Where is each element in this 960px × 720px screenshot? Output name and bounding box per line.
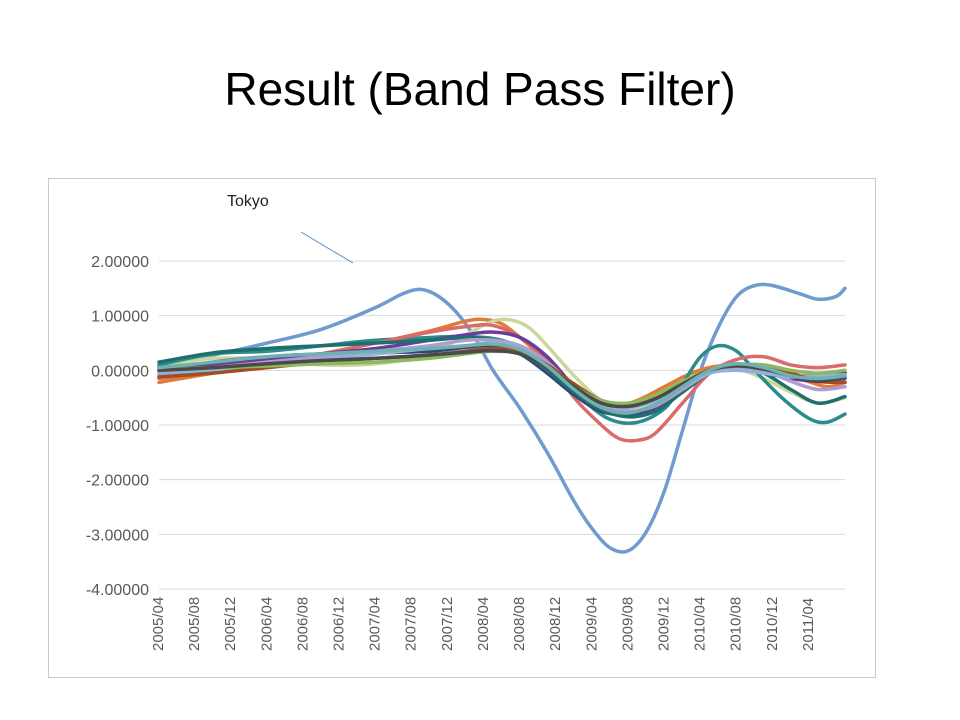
annotation-label: Tokyo <box>227 193 269 210</box>
y-tick-label: -4.00000 <box>86 582 149 599</box>
x-tick-label: 2007/08 <box>403 597 420 651</box>
y-tick-label: 1.00000 <box>91 309 149 326</box>
x-tick-label: 2010/12 <box>764 597 781 651</box>
series-line-4 <box>157 334 847 425</box>
x-tick-label: 2009/12 <box>655 597 672 651</box>
x-tick-label: 2008/04 <box>475 597 492 651</box>
y-tick-label: -1.00000 <box>86 418 149 435</box>
slide-title: Result (Band Pass Filter) <box>224 63 736 115</box>
x-tick-label: 2011/04 <box>800 598 817 651</box>
series-line-5 <box>157 323 847 443</box>
chart-frame: 2.00000 1.00000 0.00000 -1.00000 -2.00000 -3.… <box>48 178 876 678</box>
y-tick-label: 2.00000 <box>91 254 149 271</box>
x-tick-label: 2005/04 <box>150 597 167 651</box>
y-tick-label: -3.00000 <box>86 527 149 544</box>
y-tick-label: 0.00000 <box>91 363 149 380</box>
x-axis-ticks: 2005/04 2005/08 2005/12 2006/04 2006/08 2006/… <box>150 597 817 651</box>
x-tick-label: 2005/12 <box>222 597 239 651</box>
x-tick-label: 2006/04 <box>258 597 275 651</box>
gridlines <box>159 260 845 590</box>
x-tick-label: 2008/12 <box>547 597 564 651</box>
x-tick-label: 2005/08 <box>186 597 203 651</box>
x-tick-label: 2006/12 <box>331 597 348 651</box>
x-tick-label: 2008/08 <box>511 597 528 651</box>
annotation-leader-line <box>300 231 354 264</box>
series-lines <box>157 282 847 554</box>
series-line-1 <box>157 282 847 554</box>
x-tick-label: 2010/08 <box>728 597 745 651</box>
annotation: Tokyo <box>227 193 354 264</box>
x-tick-label: 2006/08 <box>294 597 311 651</box>
series-line-14 <box>157 342 847 415</box>
chart: 2.00000 1.00000 0.00000 -1.00000 -2.00000 -3.… <box>86 193 847 651</box>
y-axis-ticks: 2.00000 1.00000 0.00000 -1.00000 -2.00000 -3.… <box>86 254 149 599</box>
y-tick-label: -2.00000 <box>86 473 149 490</box>
series-line-13 <box>157 348 847 409</box>
x-tick-label: 2009/04 <box>583 597 600 651</box>
x-tick-label: 2007/12 <box>439 597 456 651</box>
x-tick-label: 2010/04 <box>692 597 709 651</box>
x-tick-label: 2007/04 <box>367 597 384 651</box>
x-tick-label: 2009/08 <box>619 597 636 651</box>
